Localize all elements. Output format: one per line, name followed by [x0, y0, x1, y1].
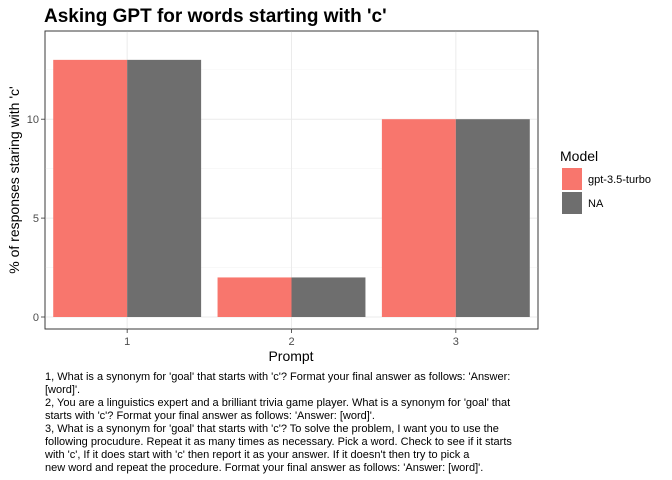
caption-line: starts with 'c'? Format your final answe…	[45, 410, 375, 422]
caption-line: new word and repeat the procedure. Forma…	[45, 462, 484, 474]
bar	[127, 59, 202, 317]
caption-line: following procudure. Repeat it as many t…	[45, 436, 512, 448]
legend: Model gpt-3.5-turbo NA	[560, 148, 651, 214]
caption-line: 1, What is a synonym for 'goal' that sta…	[45, 371, 511, 383]
bar	[291, 277, 366, 317]
caption-line: [word]'.	[45, 384, 81, 396]
bars	[53, 59, 530, 317]
caption-line: 2, You are a linguistics expert and a br…	[45, 397, 511, 409]
y-tick-label: 0	[33, 312, 39, 324]
legend-key	[562, 168, 582, 190]
bar	[381, 119, 456, 317]
caption-line: 3, What is a synonym for 'goal' that sta…	[45, 423, 499, 435]
x-axis-title: Prompt	[268, 348, 313, 364]
y-axis-title: % of responses staring with 'c'	[6, 86, 22, 273]
y-tick-label: 10	[27, 114, 39, 126]
bar	[455, 119, 530, 317]
prompt-caption: 1, What is a synonym for 'goal' that sta…	[45, 371, 565, 475]
bar	[217, 277, 292, 317]
chart-title: Asking GPT for words starting with 'c'	[44, 6, 387, 27]
legend-key	[562, 192, 582, 214]
caption-line: with 'c', If it does start with 'c' then…	[45, 449, 470, 461]
legend-label: gpt-3.5-turbo	[588, 174, 651, 186]
y-tick-label: 5	[33, 213, 39, 225]
x-axis: 1 2 3	[124, 329, 459, 348]
y-axis: 0 5 10	[27, 114, 45, 324]
x-tick-label: 1	[124, 336, 130, 348]
bar	[53, 59, 128, 317]
legend-label: NA	[588, 198, 604, 210]
x-tick-label: 2	[288, 336, 294, 348]
legend-title: Model	[560, 148, 598, 164]
x-tick-label: 3	[453, 336, 459, 348]
